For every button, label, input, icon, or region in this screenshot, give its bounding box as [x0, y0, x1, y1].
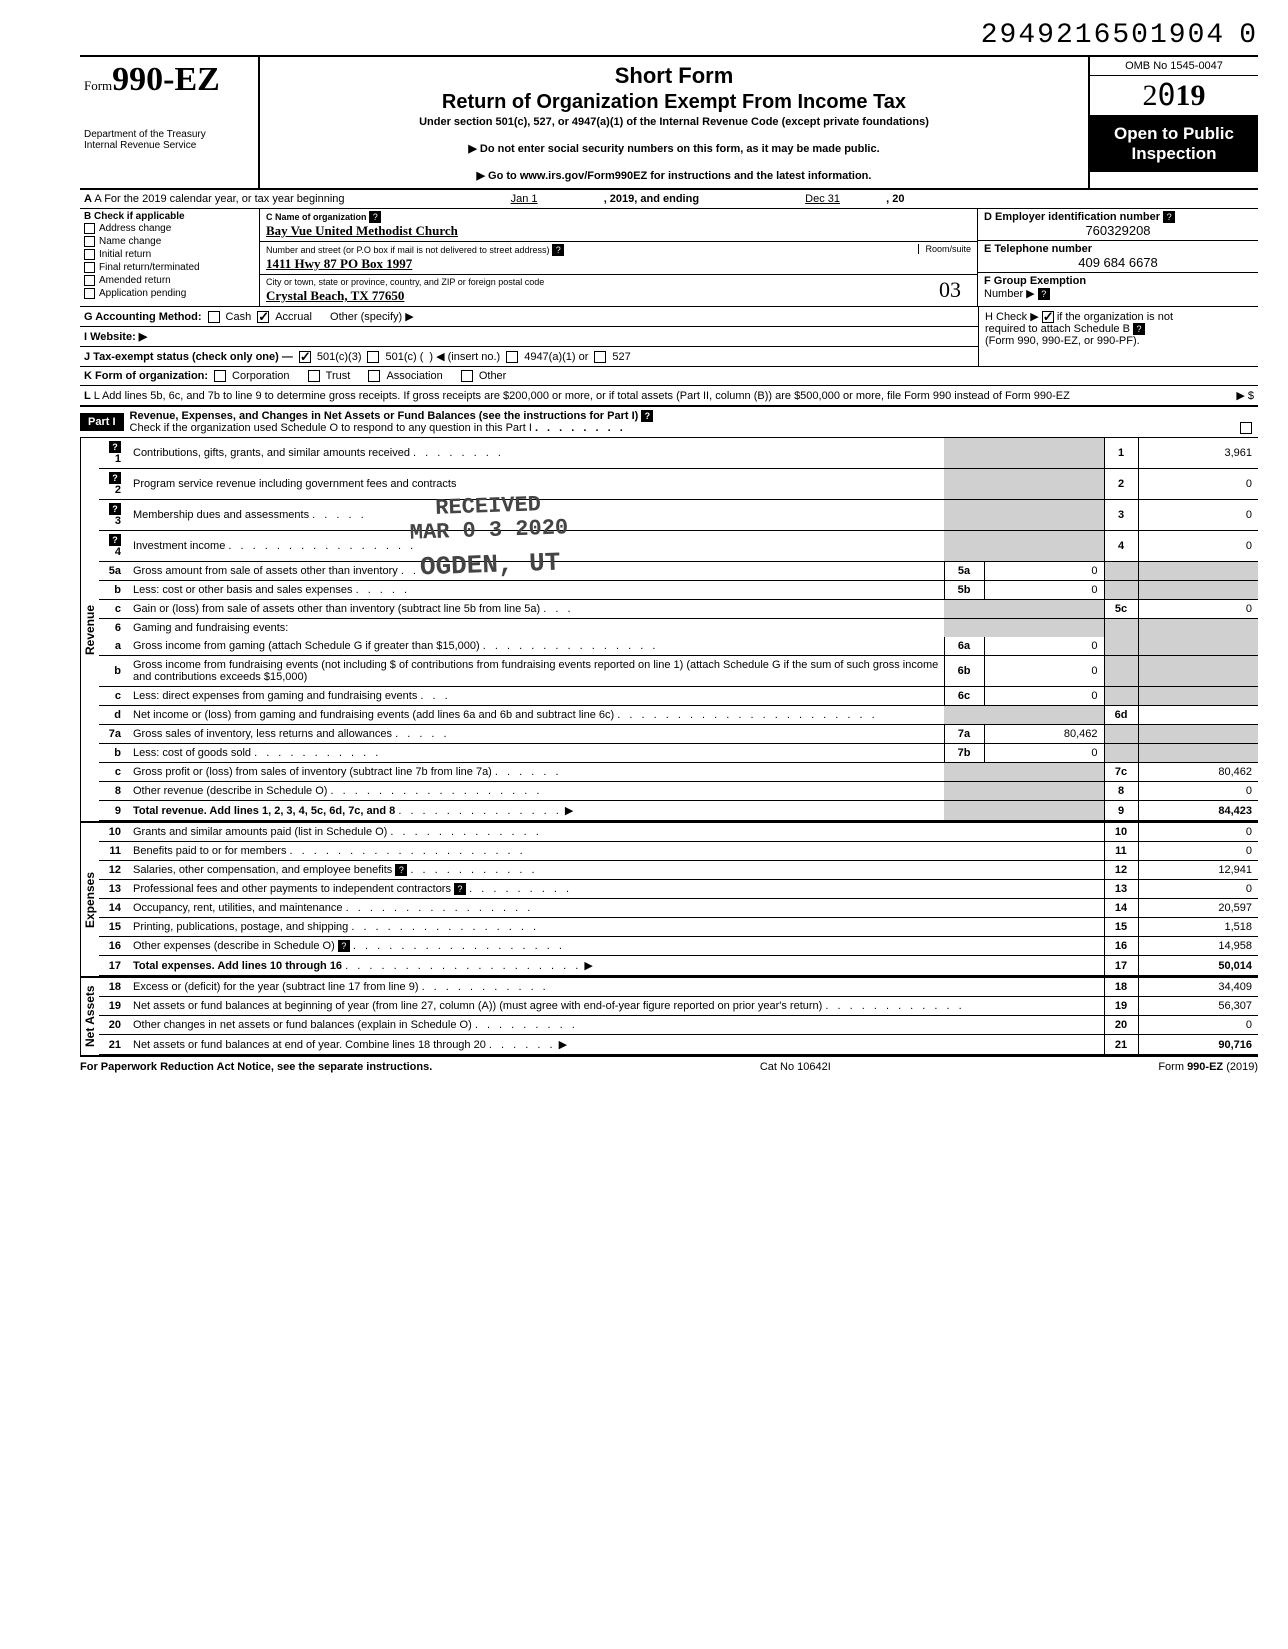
chk-schedule-o[interactable] — [1240, 422, 1252, 434]
chk-address[interactable]: Address change — [84, 222, 255, 235]
chk-corp[interactable] — [214, 370, 226, 382]
expenses-label: Expenses — [80, 823, 99, 976]
expenses-table: 10Grants and similar amounts paid (list … — [99, 823, 1258, 976]
row-h: H Check ▶ if the organization is not req… — [978, 307, 1258, 367]
chk-trust[interactable] — [308, 370, 320, 382]
subtitle: Under section 501(c), 527, or 4947(a)(1)… — [270, 116, 1078, 128]
ein: 760329208 — [984, 223, 1252, 238]
barcode-number: 29492165019040 — [981, 20, 1258, 51]
open-public: Open to Public Inspection — [1090, 116, 1258, 172]
ein-label: D Employer identification number — [984, 211, 1160, 223]
row-k: K Form of organization: Corporation Trus… — [80, 367, 1258, 386]
phone-label: E Telephone number — [984, 243, 1092, 255]
street: 1411 Hwy 87 PO Box 1997 — [266, 256, 412, 271]
chk-amended[interactable]: Amended return — [84, 274, 255, 287]
help-icon[interactable]: ? — [369, 211, 381, 223]
chk-pending[interactable]: Application pending — [84, 287, 255, 300]
netassets-label: Net Assets — [80, 978, 99, 1055]
help-icon[interactable]: ? — [552, 244, 564, 256]
chk-assoc[interactable] — [368, 370, 380, 382]
form-number: Form990-EZ — [84, 61, 254, 99]
row-l: L L Add lines 5b, 6c, and 7b to line 9 t… — [80, 386, 1258, 407]
city: Crystal Beach, TX 77650 — [266, 288, 404, 303]
revenue-table: ? 1Contributions, gifts, grants, and sim… — [99, 438, 1258, 821]
help-icon[interactable]: ? — [1133, 323, 1145, 335]
chk-other[interactable] — [461, 370, 473, 382]
chk-name[interactable]: Name change — [84, 235, 255, 248]
help-icon[interactable]: ? — [1038, 288, 1050, 300]
chk-initial[interactable]: Initial return — [84, 248, 255, 261]
chk-accrual[interactable] — [257, 311, 269, 323]
chk-schedule-b[interactable] — [1042, 311, 1054, 323]
phone: 409 684 6678 — [984, 255, 1252, 270]
row-a: A A For the 2019 calendar year, or tax y… — [80, 190, 1258, 209]
footer: For Paperwork Reduction Act Notice, see … — [80, 1057, 1258, 1073]
col-de: D Employer identification number ? 76032… — [978, 209, 1258, 306]
row-i: I Website: ▶ — [80, 327, 978, 347]
tax-year: 20201919 — [1090, 76, 1258, 116]
part-i-header: Part I Revenue, Expenses, and Changes in… — [80, 407, 1258, 438]
grid-bcde: B Check if applicable Address change Nam… — [80, 209, 1258, 307]
chk-501c[interactable] — [367, 351, 379, 363]
help-icon[interactable]: ? — [641, 410, 653, 422]
warning-line: ▶ Do not enter social security numbers o… — [270, 142, 1078, 155]
help-icon[interactable]: ? — [1163, 211, 1175, 223]
group-exemption-label: F Group Exemption — [984, 275, 1086, 287]
form-header: Form990-EZ Department of the Treasury In… — [80, 55, 1258, 190]
chk-501c3[interactable] — [299, 351, 311, 363]
handwritten-03: 03 — [939, 277, 961, 303]
col-c: C Name of organization ? Bay Vue United … — [260, 209, 978, 306]
goto-line: ▶ Go to www.irs.gov/Form990EZ for instru… — [270, 169, 1078, 182]
short-form-title: Short Form — [270, 63, 1078, 89]
main-title: Return of Organization Exempt From Incom… — [270, 91, 1078, 114]
row-g: G Accounting Method: Cash Accrual Other … — [80, 307, 978, 327]
chk-cash[interactable] — [208, 311, 220, 323]
revenue-label: Revenue — [80, 438, 99, 821]
dept-treasury: Department of the Treasury Internal Reve… — [84, 129, 254, 151]
barcode-area: 29492165019040 — [80, 20, 1258, 51]
omb-number: OMB No 1545-0047 — [1090, 57, 1258, 76]
org-name: Bay Vue United Methodist Church — [266, 223, 458, 238]
row-j: J Tax-exempt status (check only one) — 5… — [80, 347, 978, 367]
chk-4947[interactable] — [506, 351, 518, 363]
chk-527[interactable] — [594, 351, 606, 363]
col-b: B Check if applicable Address change Nam… — [80, 209, 260, 306]
chk-final[interactable]: Final return/terminated — [84, 261, 255, 274]
netassets-table: 18Excess or (deficit) for the year (subt… — [99, 978, 1258, 1055]
